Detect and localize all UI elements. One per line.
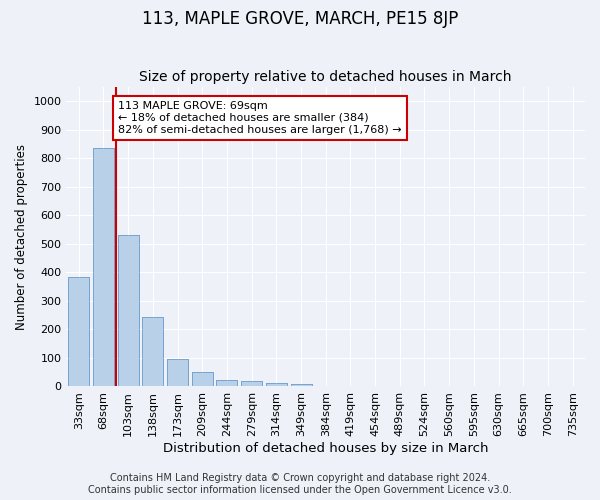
X-axis label: Distribution of detached houses by size in March: Distribution of detached houses by size … bbox=[163, 442, 488, 455]
Y-axis label: Number of detached properties: Number of detached properties bbox=[15, 144, 28, 330]
Bar bbox=[118, 236, 139, 386]
Bar bbox=[142, 318, 163, 386]
Bar bbox=[290, 384, 311, 386]
Bar bbox=[167, 360, 188, 386]
Bar bbox=[167, 360, 188, 386]
Title: Size of property relative to detached houses in March: Size of property relative to detached ho… bbox=[139, 70, 512, 85]
Bar bbox=[290, 384, 311, 386]
Bar bbox=[266, 383, 287, 386]
Bar bbox=[217, 380, 238, 386]
Bar bbox=[68, 277, 89, 386]
Bar bbox=[93, 148, 114, 386]
Bar bbox=[241, 381, 262, 386]
Text: 113 MAPLE GROVE: 69sqm
← 18% of detached houses are smaller (384)
82% of semi-de: 113 MAPLE GROVE: 69sqm ← 18% of detached… bbox=[118, 102, 402, 134]
Bar bbox=[192, 372, 213, 386]
Bar bbox=[192, 372, 213, 386]
Bar bbox=[241, 381, 262, 386]
Bar bbox=[142, 318, 163, 386]
Bar bbox=[217, 380, 238, 386]
Bar bbox=[118, 236, 139, 386]
Bar bbox=[68, 277, 89, 386]
Bar bbox=[266, 383, 287, 386]
Bar bbox=[93, 148, 114, 386]
Text: Contains HM Land Registry data © Crown copyright and database right 2024.
Contai: Contains HM Land Registry data © Crown c… bbox=[88, 474, 512, 495]
Text: 113, MAPLE GROVE, MARCH, PE15 8JP: 113, MAPLE GROVE, MARCH, PE15 8JP bbox=[142, 10, 458, 28]
